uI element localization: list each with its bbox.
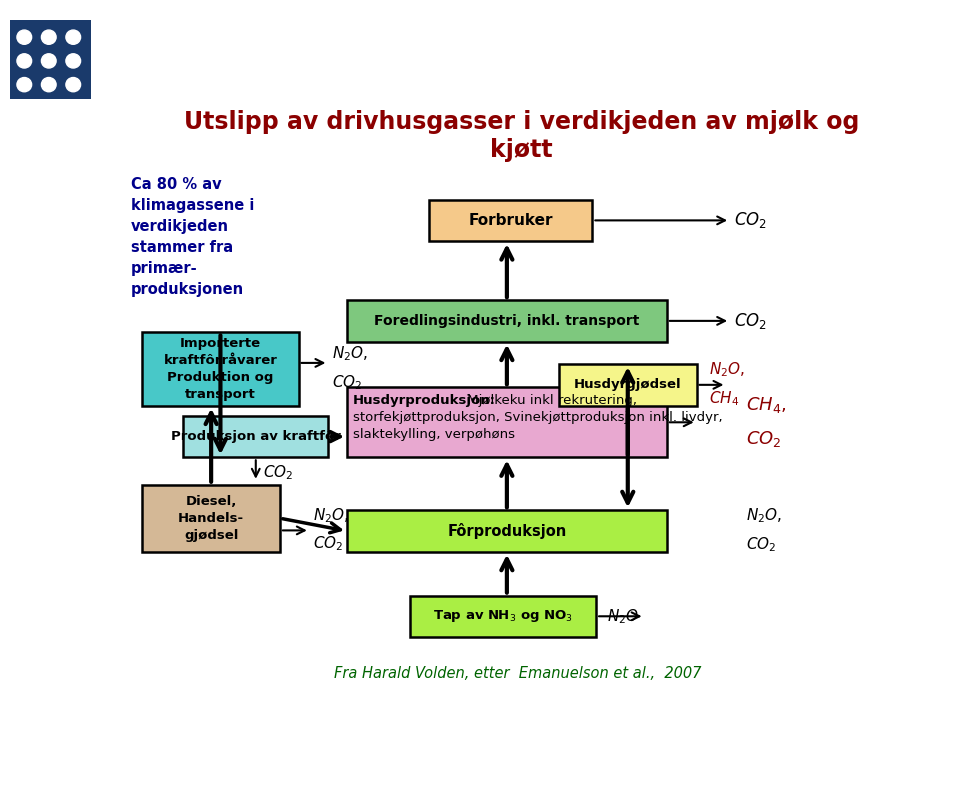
Circle shape [41, 30, 56, 44]
Text: $CO_2$: $CO_2$ [313, 535, 344, 553]
Text: $CO_2$: $CO_2$ [733, 311, 767, 331]
Text: Utslipp av drivhusgasser i verdikjeden av mjølk og: Utslipp av drivhusgasser i verdikjeden a… [184, 110, 859, 134]
FancyBboxPatch shape [10, 20, 91, 99]
Circle shape [17, 78, 32, 92]
Text: $CO_2$: $CO_2$ [332, 373, 362, 392]
Text: $N_2O,$: $N_2O,$ [313, 505, 349, 524]
FancyBboxPatch shape [142, 485, 280, 552]
Text: Tap av NH$_3$ og NO$_3$: Tap av NH$_3$ og NO$_3$ [433, 608, 573, 624]
FancyBboxPatch shape [410, 596, 596, 637]
FancyBboxPatch shape [347, 510, 667, 552]
FancyBboxPatch shape [429, 199, 592, 241]
Circle shape [17, 30, 32, 44]
Circle shape [66, 78, 81, 92]
FancyBboxPatch shape [347, 300, 667, 342]
FancyBboxPatch shape [559, 364, 697, 406]
Circle shape [41, 54, 56, 68]
Text: $N_2O,$: $N_2O,$ [332, 344, 368, 363]
Text: Fôrproduksjon: Fôrproduksjon [447, 523, 566, 539]
FancyBboxPatch shape [183, 416, 328, 457]
Text: $CO_2$: $CO_2$ [747, 535, 777, 554]
FancyBboxPatch shape [347, 388, 667, 457]
Text: Mjølkeku inkl rekrutering,: Mjølkeku inkl rekrutering, [463, 394, 637, 407]
Text: kjøtt: kjøtt [491, 138, 553, 161]
FancyBboxPatch shape [142, 332, 299, 406]
Text: storfekjøttproduksjon, Svinekjøttproduksjon inkl. livdyr,: storfekjøttproduksjon, Svinekjøttproduks… [353, 411, 723, 424]
Text: Importerte
kraftfôrråvarer
Produktion og
transport: Importerte kraftfôrråvarer Produktion og… [163, 337, 277, 401]
Text: $CO_2$: $CO_2$ [263, 464, 294, 482]
Text: Diesel,
Handels-
gjødsel: Diesel, Handels- gjødsel [178, 494, 244, 542]
Text: $CH_4,$: $CH_4,$ [747, 396, 787, 415]
Text: $CO_2$: $CO_2$ [733, 210, 767, 230]
Circle shape [66, 30, 81, 44]
Text: $N_2O$: $N_2O$ [608, 607, 639, 626]
Text: $CH_4$: $CH_4$ [709, 389, 739, 407]
Circle shape [17, 54, 32, 68]
Text: Produksjon av kraftfôr: Produksjon av kraftfôr [171, 430, 341, 443]
Text: slaktekylling, verpøhøns: slaktekylling, verpøhøns [353, 428, 515, 441]
Text: Forbruker: Forbruker [468, 213, 553, 228]
Text: Ca 80 % av
klimagassene i
verdikjeden
stammer fra
primær-
produksjonen: Ca 80 % av klimagassene i verdikjeden st… [132, 177, 254, 297]
Circle shape [66, 54, 81, 68]
Text: $CO_2$: $CO_2$ [747, 430, 782, 449]
Text: $N_2O,$: $N_2O,$ [747, 506, 782, 525]
Text: $N_2O,$: $N_2O,$ [709, 360, 745, 379]
Circle shape [41, 78, 56, 92]
Text: Foredlingsindustri, inkl. transport: Foredlingsindustri, inkl. transport [374, 314, 639, 328]
Text: Husdyrproduksjon:: Husdyrproduksjon: [353, 394, 496, 407]
Text: Husdyrgjødsel: Husdyrgjødsel [574, 378, 682, 392]
Text: Fra Harald Volden, etter  Emanuelson et al.,  2007: Fra Harald Volden, etter Emanuelson et a… [334, 666, 702, 681]
